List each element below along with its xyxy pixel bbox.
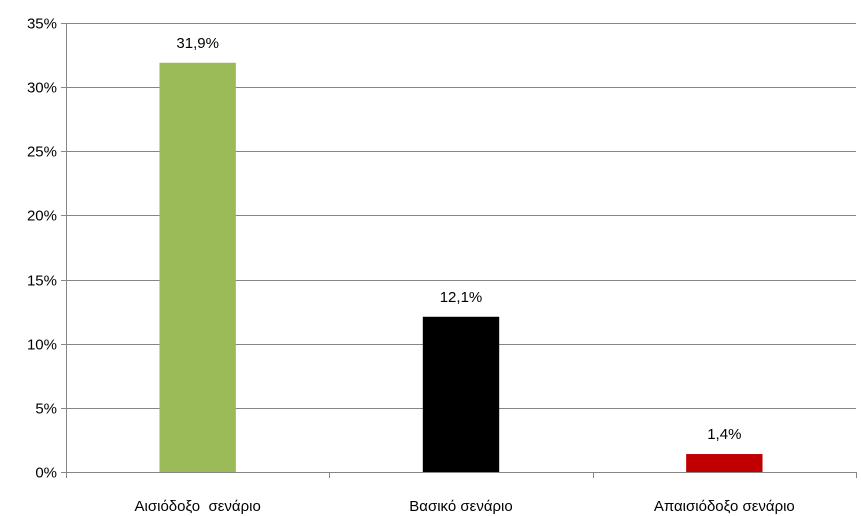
category-label: Αισιόδοξο σενάριο (135, 498, 261, 515)
category-labels: Αισιόδοξο σενάριο Βασικό σενάριο Απαισιόδο… (135, 498, 795, 515)
y-tick-label: 25% (27, 144, 57, 161)
category-label: Βασικό σενάριο (409, 498, 512, 515)
y-axis-ticks: 0% 5% 10% 15% 20% 25% 30% 35% (27, 16, 66, 482)
y-tick-label: 20% (27, 208, 57, 225)
y-tick-label: 5% (35, 401, 57, 418)
category-label: Απαισιόδοξο σενάριο (654, 498, 795, 515)
bars (159, 62, 763, 473)
data-label: 1,4% (707, 426, 741, 443)
axes (66, 23, 857, 478)
y-tick-label: 15% (27, 273, 57, 290)
y-tick-label: 10% (27, 337, 57, 354)
data-label: 31,9% (176, 35, 219, 52)
y-tick-label: 35% (27, 16, 57, 33)
y-tick-label: 30% (27, 80, 57, 97)
data-labels: 31,9% 12,1% 1,4% (176, 35, 741, 443)
bar (422, 316, 500, 472)
bar (159, 62, 236, 473)
y-tick-label: 0% (35, 465, 57, 482)
bar (686, 454, 763, 472)
data-label: 12,1% (440, 289, 483, 306)
